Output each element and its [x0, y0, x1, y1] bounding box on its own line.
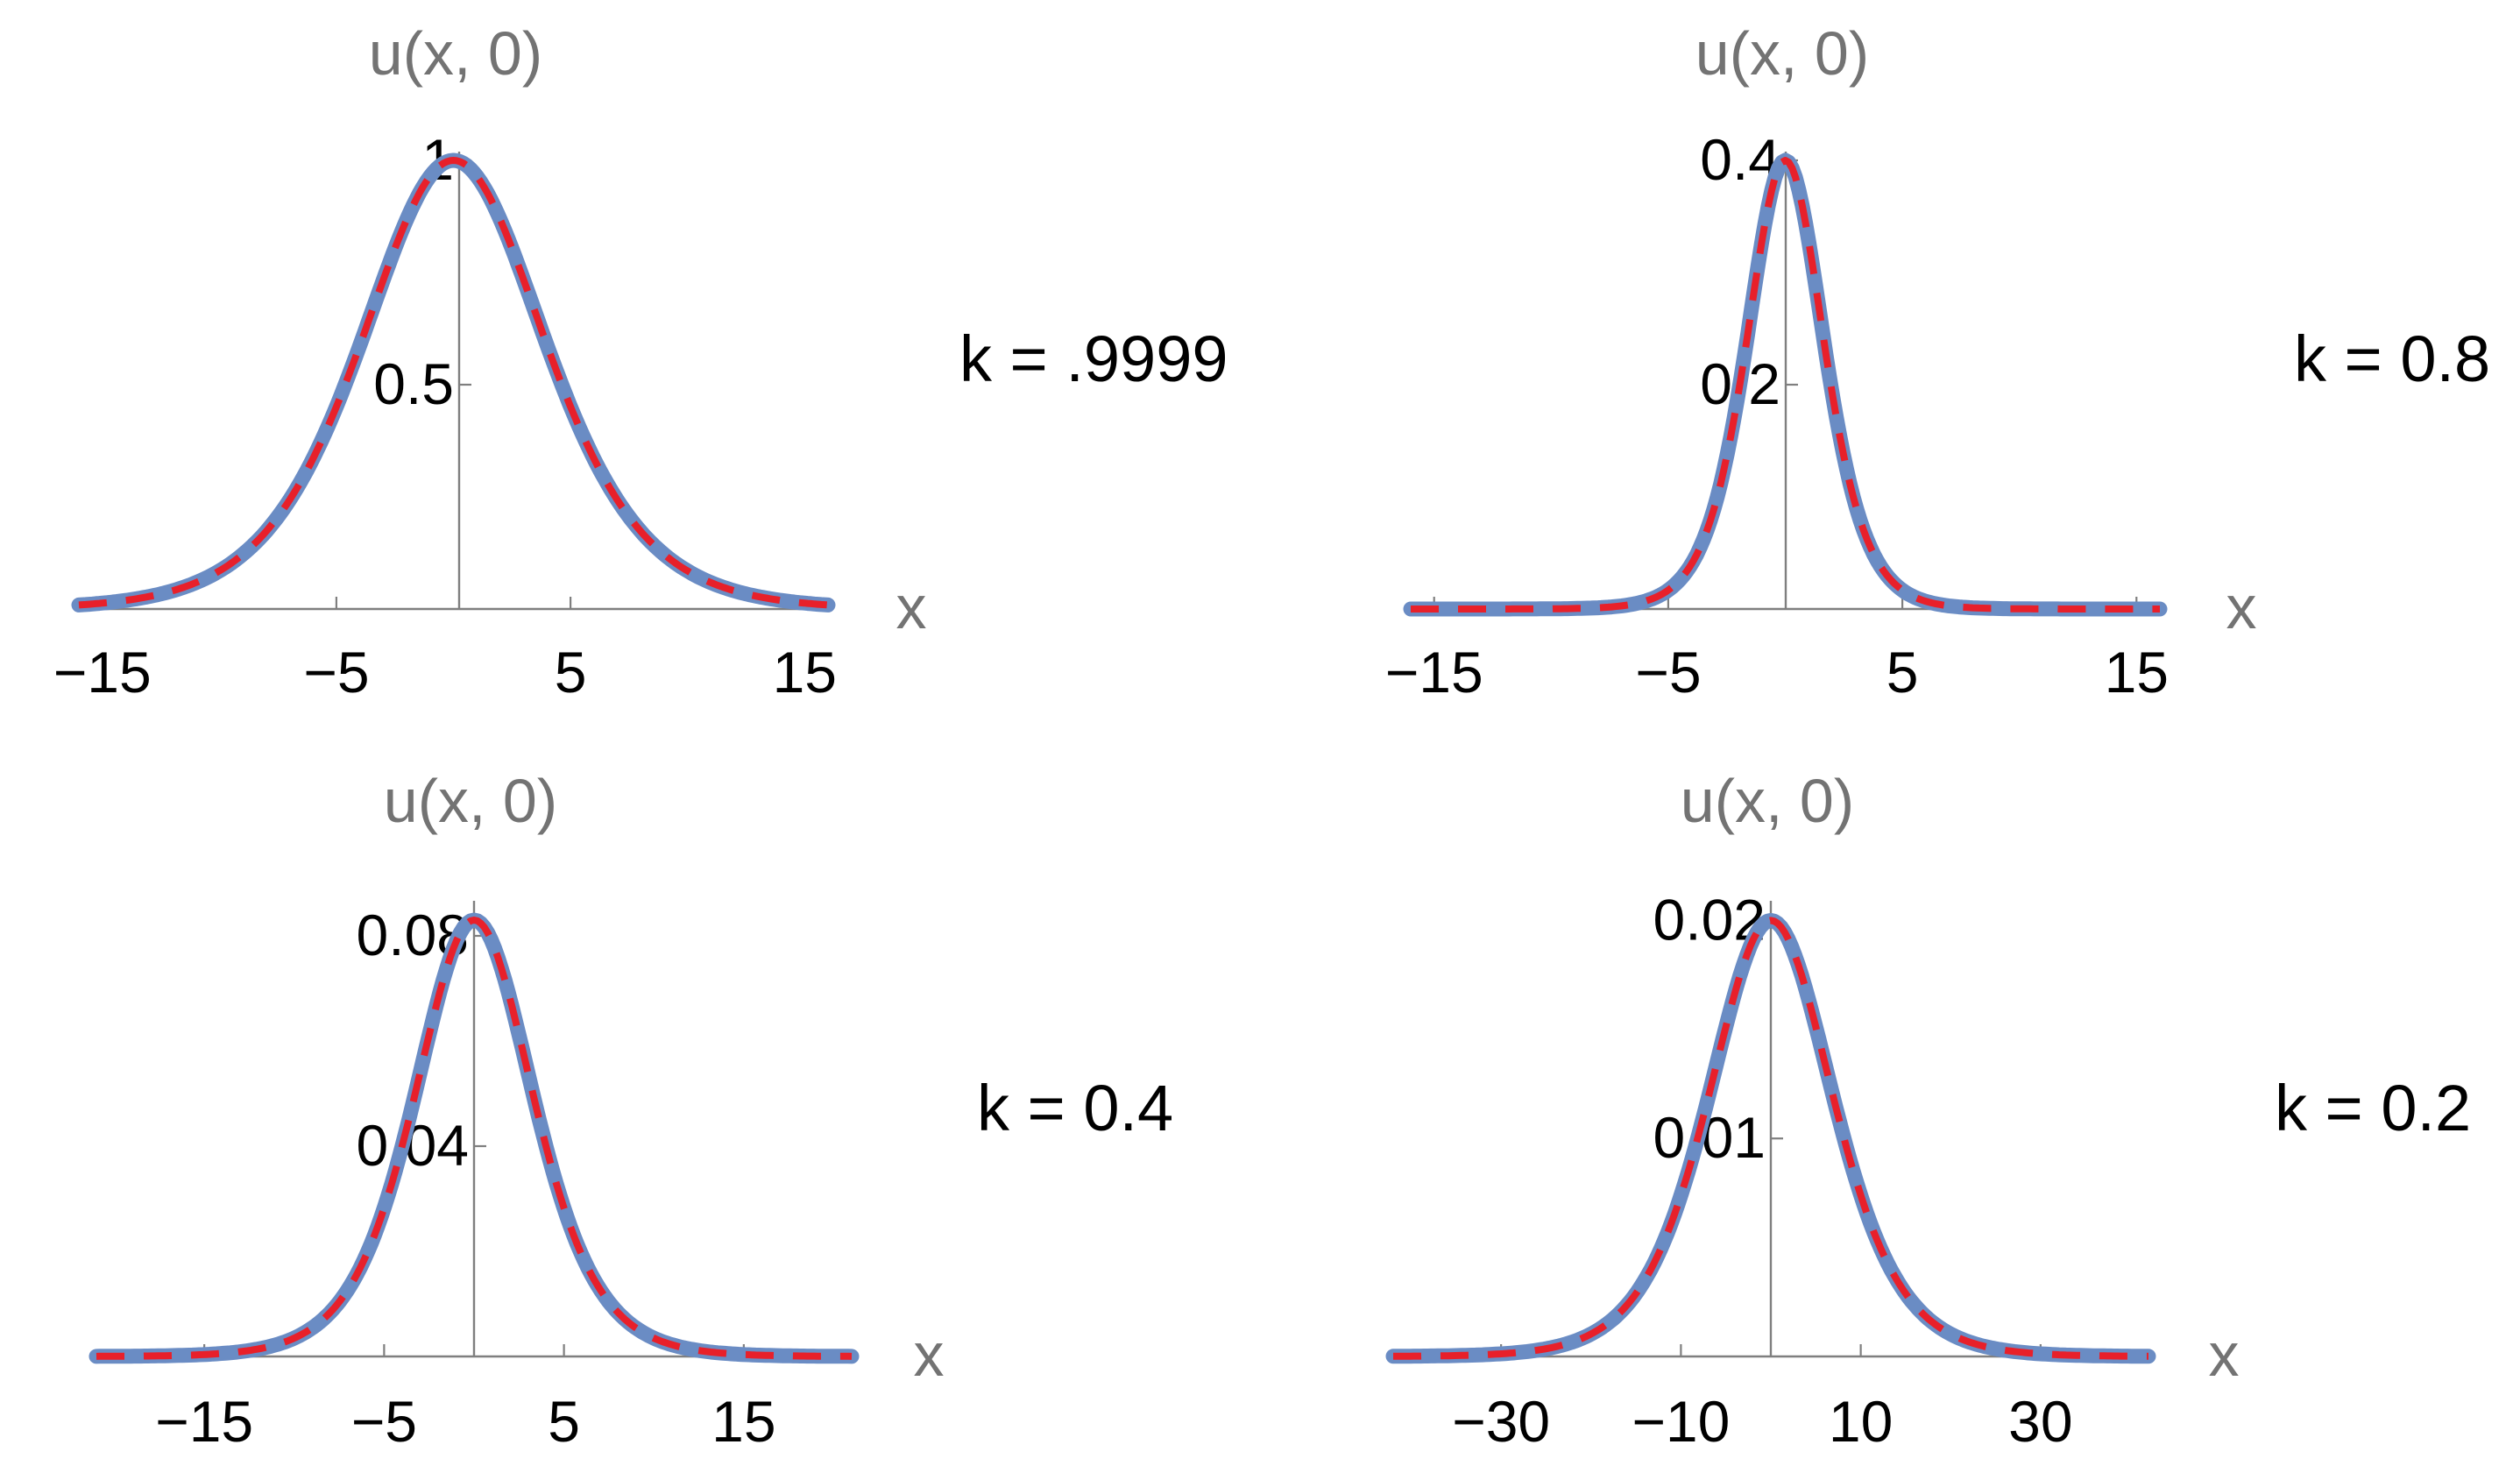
panel-bottom-right: −30 −10 10 300.010.02u(x, 0)xk = 0.2	[1385, 767, 2471, 1454]
panel-bottom-left: −15 −5 5 150.040.08u(x, 0)xk = 0.4	[88, 767, 1173, 1454]
x-axis-title: x	[2209, 1321, 2240, 1389]
panel-top-right: −15 −5 5 150.20.4u(x, 0)xk = 0.8	[1385, 19, 2490, 705]
k-value-label: k = .9999	[959, 322, 1228, 395]
x-tick-label: 15	[773, 640, 837, 705]
approx-solution-curve	[1410, 157, 2161, 613]
x-tick-label: −15	[53, 640, 152, 705]
panel-top-left: −15 −5 5 150.51u(x, 0)xk = .9999	[53, 19, 1228, 705]
x-tick-label: 15	[711, 1389, 775, 1454]
approx-solution-curve	[96, 917, 853, 1360]
y-tick-label: 0.5	[373, 351, 454, 416]
x-tick-label: −5	[1635, 640, 1701, 705]
approx-solution-curve	[1392, 917, 2149, 1360]
k-value-label: k = 0.4	[977, 1072, 1173, 1144]
x-axis-title: x	[914, 1321, 945, 1389]
x-tick-label: −15	[155, 1389, 253, 1454]
x-tick-label: 5	[1886, 640, 1919, 705]
x-tick-label: 30	[2008, 1389, 2072, 1454]
x-tick-label: −15	[1385, 640, 1483, 705]
approx-solution-curve	[78, 157, 829, 609]
x-tick-label: −5	[351, 1389, 417, 1454]
k-value-label: k = 0.8	[2294, 322, 2490, 395]
y-axis-title: u(x, 0)	[369, 19, 542, 88]
x-tick-label: 10	[1829, 1389, 1893, 1454]
x-tick-label: 5	[555, 640, 587, 705]
x-tick-label: −30	[1452, 1389, 1550, 1454]
k-value-label: k = 0.2	[2275, 1072, 2471, 1144]
x-tick-label: 5	[548, 1389, 580, 1454]
x-tick-label: −10	[1632, 1389, 1730, 1454]
x-axis-title: x	[2226, 573, 2257, 641]
y-axis-title: u(x, 0)	[1681, 767, 1854, 835]
y-axis-title: u(x, 0)	[384, 767, 557, 835]
x-axis-title: x	[896, 573, 927, 641]
x-tick-label: 15	[2105, 640, 2169, 705]
y-axis-title: u(x, 0)	[1695, 19, 1869, 88]
x-tick-label: −5	[303, 640, 369, 705]
